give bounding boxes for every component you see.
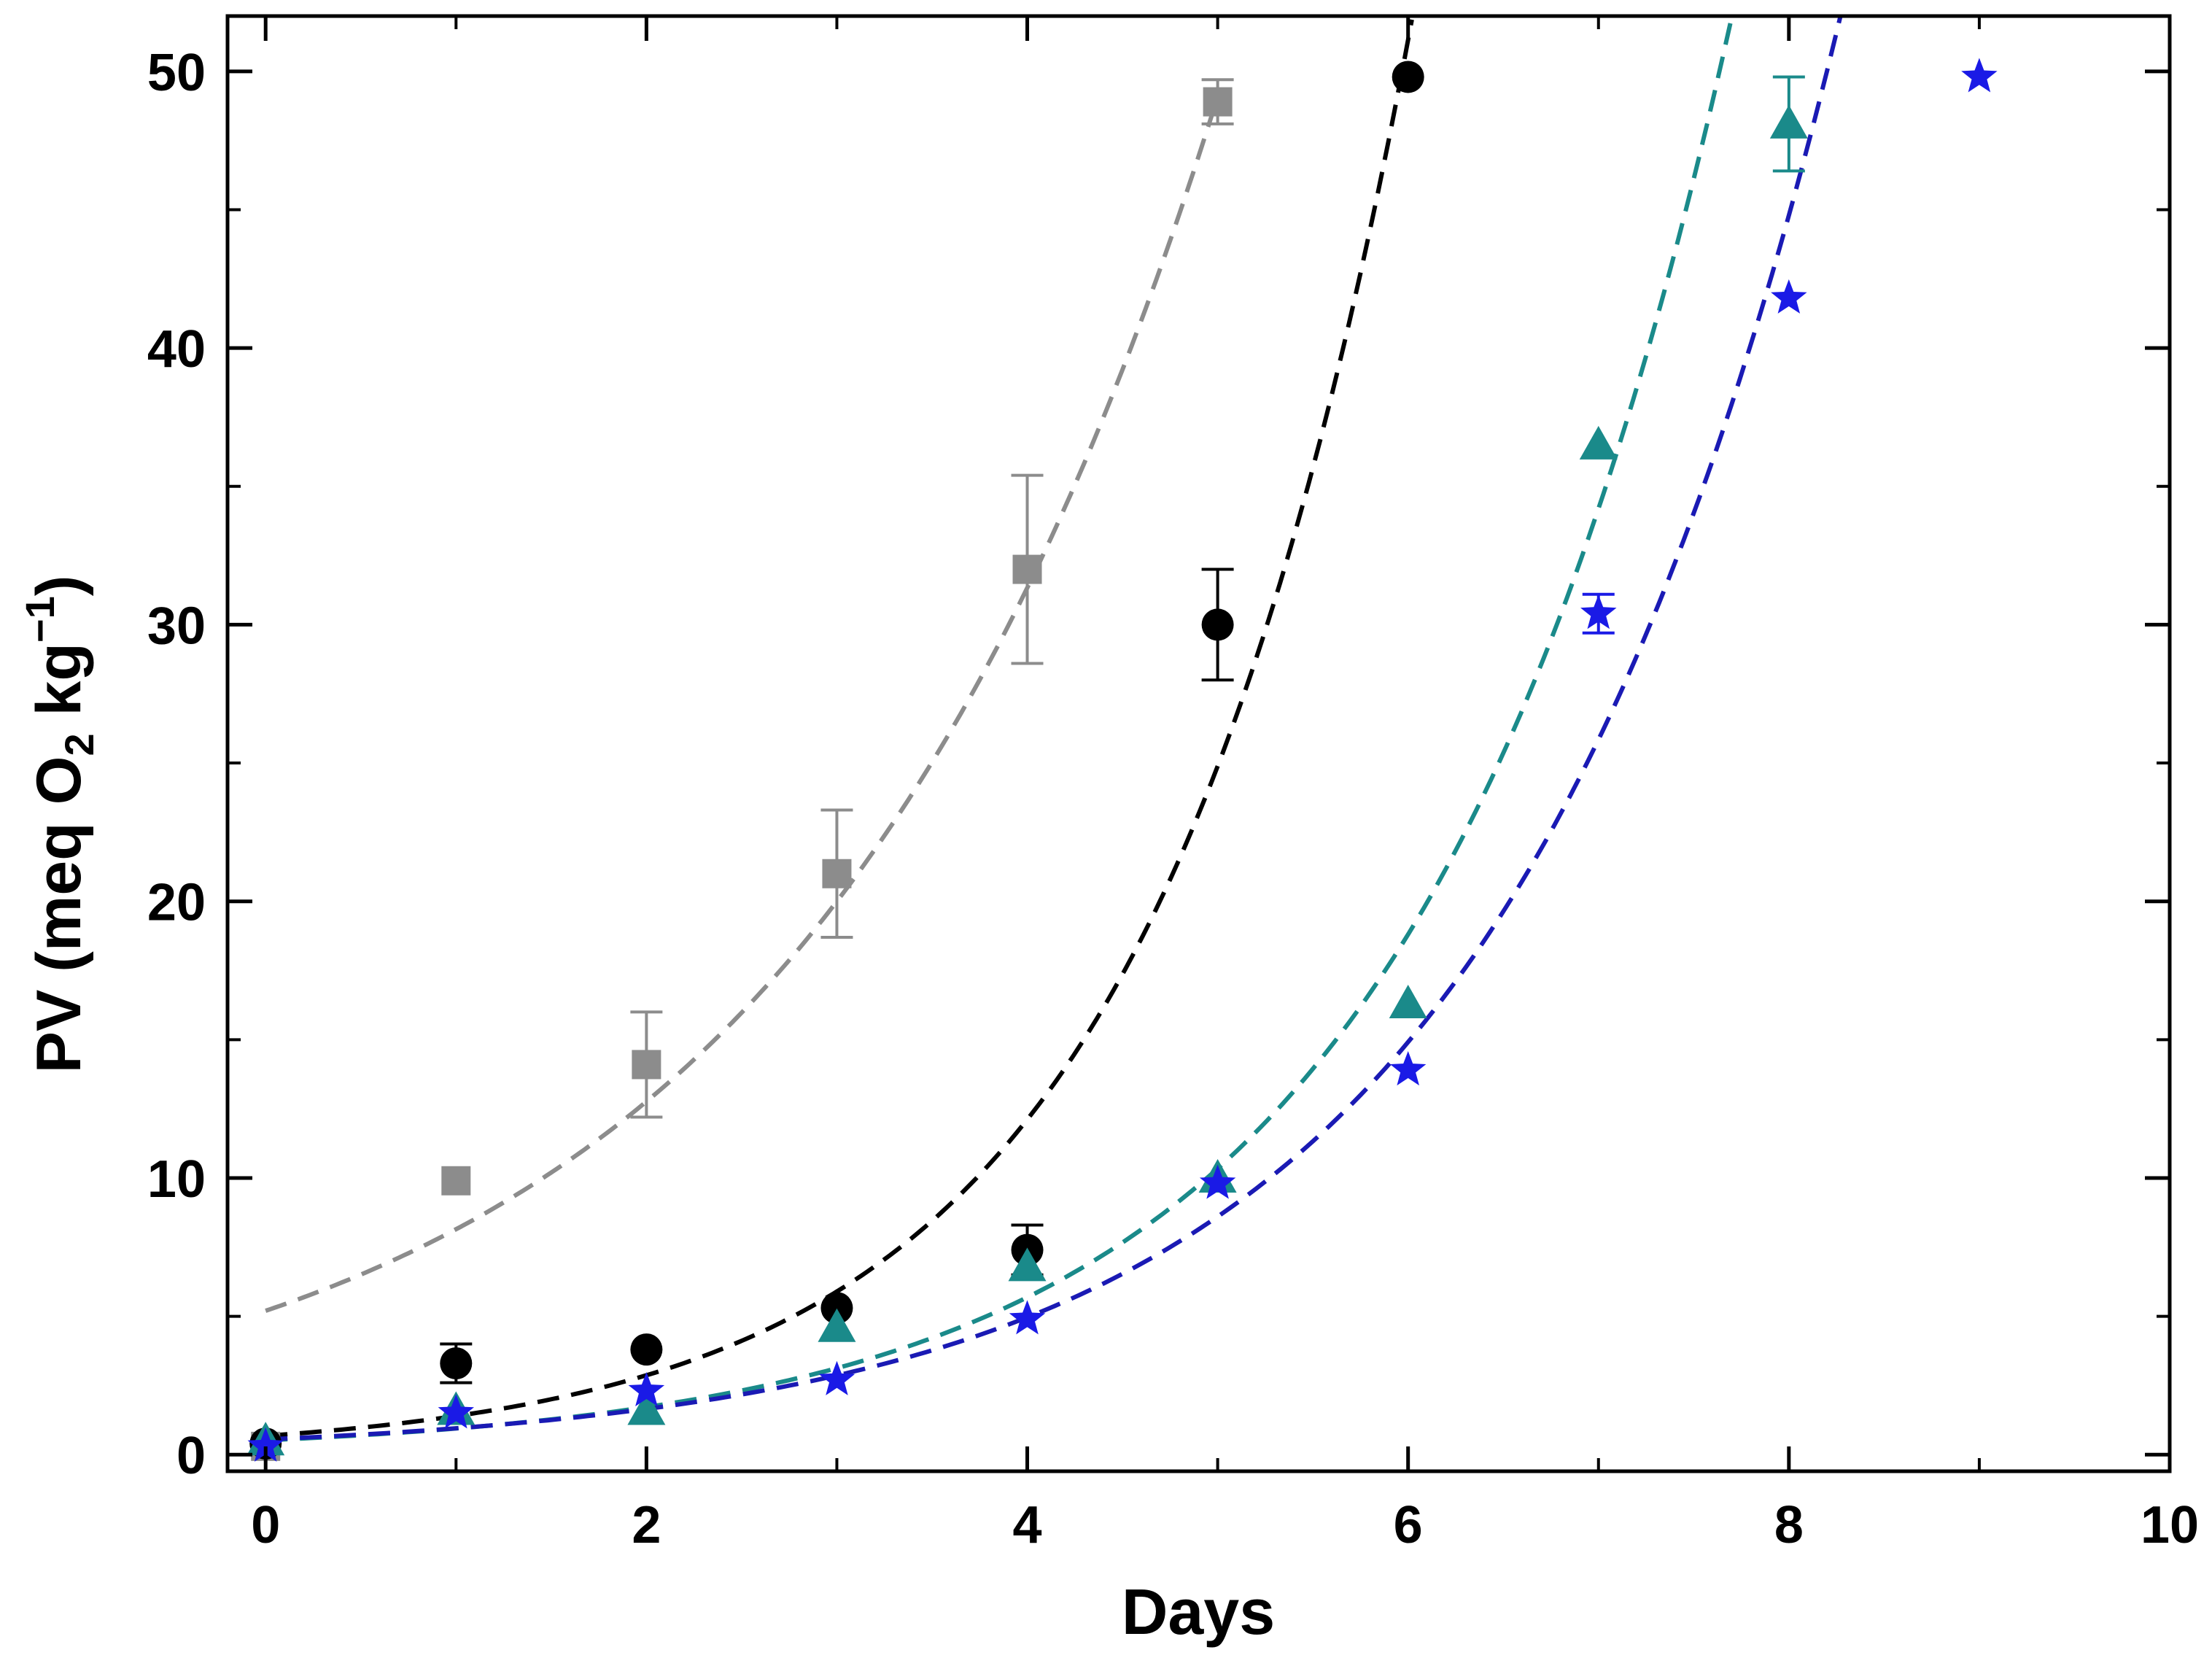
x-axis-title: Days [1122, 1576, 1275, 1648]
square-marker [1203, 87, 1233, 117]
fit-curve [265, 96, 1220, 1313]
x-tick-label: 4 [1013, 1496, 1042, 1554]
circle-marker [820, 1292, 853, 1325]
circle-marker [1201, 608, 1234, 641]
square-marker [822, 859, 852, 888]
y-tick-label: 0 [176, 1427, 206, 1485]
circle-marker [1392, 61, 1424, 93]
y-tick-label: 40 [147, 320, 206, 379]
y-axis-title-superscript: −1 [17, 596, 63, 643]
x-tick-label: 2 [632, 1496, 661, 1554]
y-axis-title: PV (meq O2 kg−1) [17, 576, 102, 1074]
triangle-marker [818, 1308, 856, 1342]
y-axis-title-subscript: 2 [56, 733, 102, 756]
star-marker [1961, 58, 1998, 93]
y-axis-title-main: PV (meq O [24, 756, 94, 1074]
star-marker [1390, 1051, 1427, 1086]
circle-marker [630, 1333, 663, 1366]
data-markers [247, 58, 1998, 1462]
star-marker [1009, 1300, 1046, 1335]
y-tick-label: 30 [147, 597, 206, 655]
y-tick-label: 10 [147, 1150, 206, 1209]
x-tick-label: 10 [2141, 1496, 2199, 1554]
star-marker [1199, 1164, 1236, 1199]
star-marker [1771, 279, 1807, 314]
triangle-marker [1008, 1247, 1047, 1282]
x-tick-label: 0 [251, 1496, 280, 1554]
axis-ticks: 0 2 4 6 8 10 0 10 20 30 40 50 [147, 16, 2199, 1554]
square-marker [632, 1050, 661, 1080]
square-marker [1012, 554, 1042, 584]
square-marker [441, 1166, 471, 1196]
x-tick-label: 8 [1774, 1496, 1804, 1554]
star-marker [628, 1372, 665, 1406]
error-bars [440, 75, 1805, 1384]
star-marker [1580, 594, 1617, 629]
star-marker [247, 1427, 284, 1462]
y-axis-title-middle: kg [24, 643, 94, 733]
triangle-marker [1579, 425, 1618, 460]
star-marker [818, 1360, 855, 1395]
triangle-marker [1769, 104, 1808, 139]
y-tick-label: 20 [147, 874, 206, 932]
y-tick-label: 50 [147, 44, 206, 102]
y-axis-title-suffix: ) [24, 576, 94, 597]
circle-marker [440, 1347, 473, 1380]
plot-frame [225, 14, 2172, 1473]
triangle-marker [627, 1391, 666, 1425]
x-tick-label: 6 [1394, 1496, 1423, 1554]
star-marker [438, 1394, 474, 1429]
triangle-marker [1389, 985, 1427, 1019]
fit-curve [265, 16, 1843, 1442]
